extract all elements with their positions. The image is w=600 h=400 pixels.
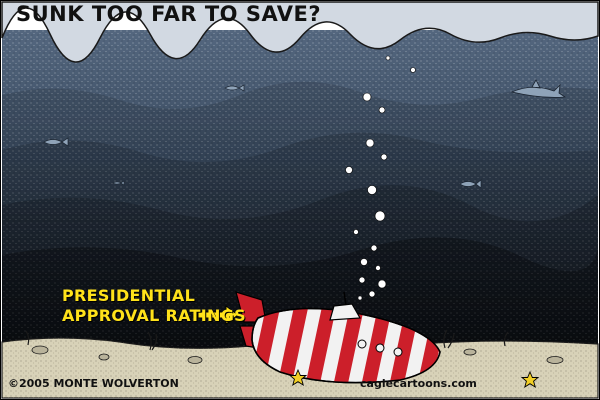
starfish-icon — [288, 368, 308, 387]
cartoon-title: SUNK TOO FAR TO SAVE? — [16, 2, 322, 26]
fish-icon — [459, 179, 482, 189]
copyright-credit: ©2005 MONTE WOLVERTON — [8, 377, 179, 390]
site-credit: caglecartoons.com — [360, 377, 477, 390]
fish-icon — [224, 84, 245, 92]
starfish-icon — [520, 370, 540, 389]
fish-icon — [43, 137, 69, 147]
fish-icon — [112, 180, 125, 186]
label-approval-ratings: APPROVAL RATINGS — [62, 306, 246, 325]
bubble-icon — [345, 55, 416, 301]
water-surface — [1, 1, 599, 63]
shark-icon — [510, 79, 567, 98]
arrow-icon — [197, 305, 239, 325]
label-presidential: PRESIDENTIAL — [62, 286, 196, 305]
